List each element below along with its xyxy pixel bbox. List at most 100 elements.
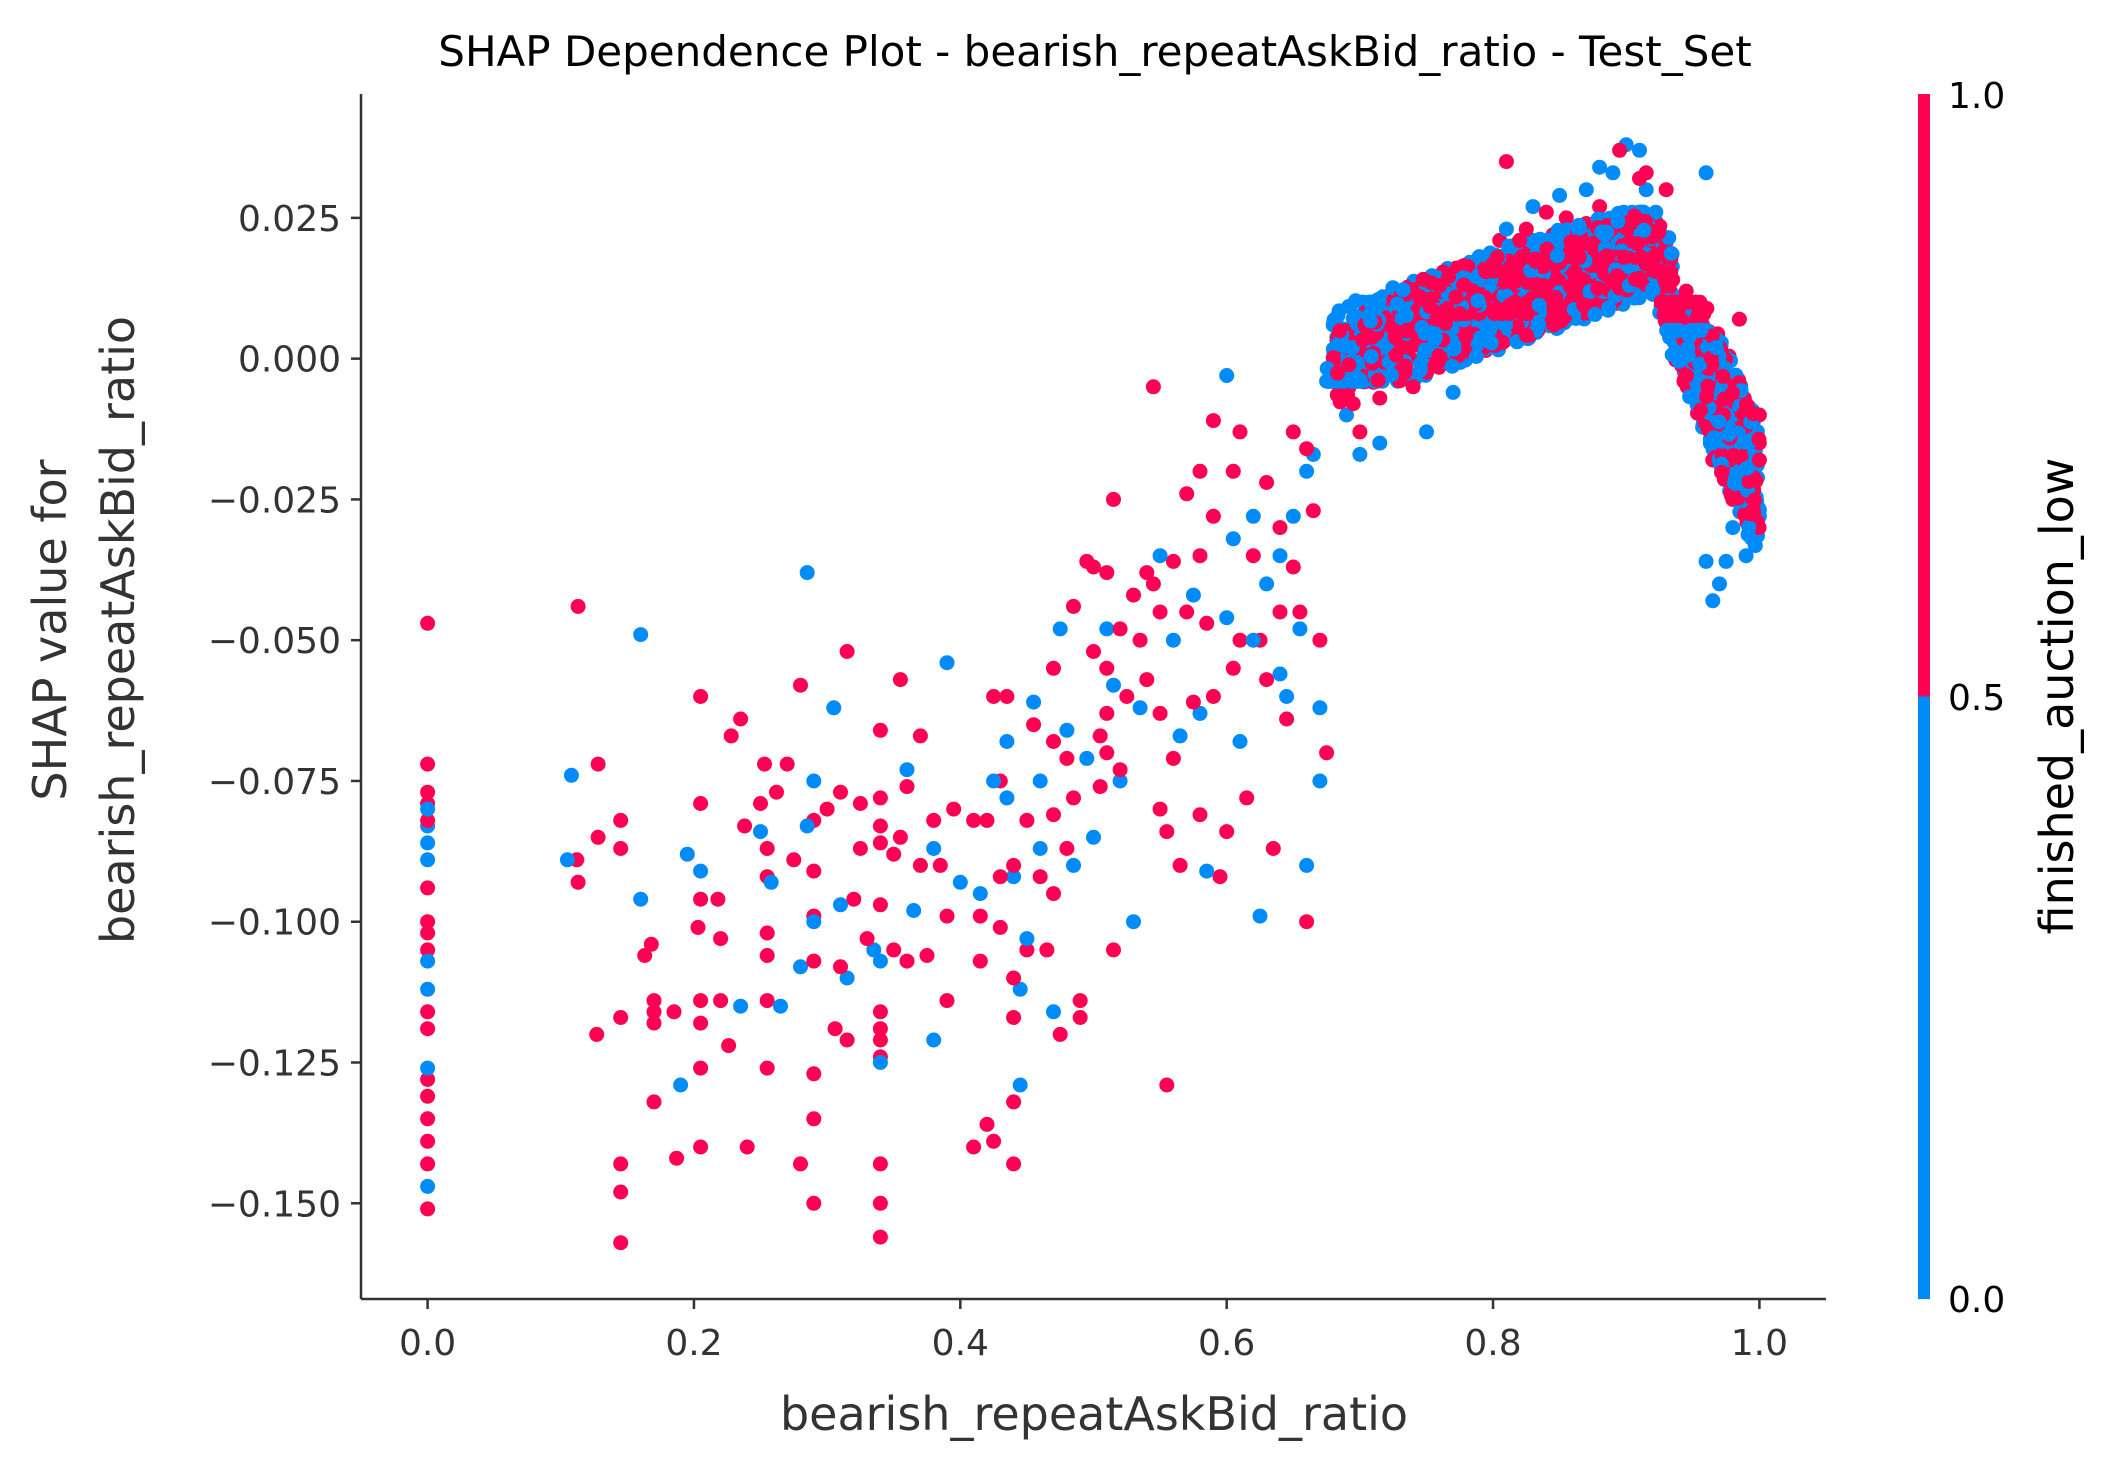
scatter-point — [613, 841, 629, 856]
scatter-point — [1245, 508, 1261, 524]
scatter-point — [1046, 807, 1061, 823]
scatter-point — [1319, 745, 1335, 761]
scatter-point — [1265, 841, 1281, 856]
scatter-point — [669, 1150, 685, 1166]
scatter-point — [1739, 460, 1755, 476]
scatter-point — [693, 689, 709, 704]
scatter-point — [1591, 258, 1607, 274]
y-tick-label: −0.025 — [208, 480, 341, 521]
scatter-point — [1339, 407, 1354, 423]
scatter-point — [420, 852, 436, 868]
scatter-point — [1547, 313, 1563, 329]
y-axis-ticks: 0.025 0.000 −0.025 −0.050 −0.075 −0.100 −0.125… — [208, 199, 361, 1225]
scatter-point — [806, 773, 822, 789]
scatter-point — [1119, 689, 1135, 704]
scatter-point — [693, 993, 709, 1009]
scatter-point — [1099, 705, 1115, 721]
scatter-point — [892, 829, 908, 845]
scatter-point — [1666, 294, 1682, 310]
scatter-point — [1259, 576, 1275, 592]
scatter-point — [757, 756, 772, 772]
scatter-point — [1531, 297, 1547, 313]
scatter-point — [420, 1201, 436, 1217]
scatter-point — [1232, 424, 1248, 440]
scatter-point — [1099, 660, 1115, 676]
scatter-point — [1519, 327, 1534, 343]
scatter-point — [1212, 869, 1228, 885]
scatter-point — [1006, 1156, 1022, 1172]
scatter-point — [1126, 914, 1141, 930]
scatter-point — [1372, 390, 1388, 406]
y-tick-label: −0.050 — [208, 621, 341, 662]
scatter-point — [1388, 347, 1404, 363]
scatter-point — [1145, 379, 1161, 395]
scatter-point — [1159, 824, 1175, 840]
scatter-point — [1205, 508, 1221, 524]
scatter-point — [1312, 700, 1328, 716]
scatter-point — [872, 790, 888, 806]
scatter-point — [759, 1060, 775, 1076]
scatter-point — [673, 1077, 689, 1093]
scatter-point — [1152, 548, 1168, 564]
scatter-point — [1499, 268, 1515, 284]
scatter-point — [1528, 254, 1544, 270]
scatter-point — [1026, 694, 1042, 710]
x-tick-label: 0.2 — [665, 1323, 722, 1364]
scatter-point — [1549, 248, 1565, 264]
scatter-point — [786, 852, 802, 868]
scatter-point — [1361, 307, 1377, 323]
scatter-point — [939, 655, 955, 671]
scatter-point — [1563, 234, 1579, 250]
scatter-point — [872, 722, 888, 738]
scatter-point — [1405, 379, 1421, 395]
scatter-point — [1658, 182, 1674, 198]
scatter-point — [1046, 886, 1061, 902]
scatter-point — [1592, 159, 1608, 175]
scatter-point — [1419, 424, 1434, 440]
scatter-point — [1684, 323, 1699, 338]
scatter-point — [1219, 824, 1235, 840]
y-axis-label-line1: SHAP value for — [23, 459, 77, 800]
scatter-point — [1738, 548, 1754, 564]
scatter-point — [1026, 717, 1042, 733]
scatter-point — [1512, 232, 1528, 248]
scatter-point — [1448, 289, 1464, 305]
y-axis-label-line2: bearish_repeatAskBid_ratio — [91, 316, 145, 944]
scatter-point — [420, 1060, 436, 1076]
scatter-point — [1725, 385, 1740, 401]
scatter-point — [753, 796, 768, 811]
scatter-point — [1330, 365, 1346, 381]
scatter-point — [872, 897, 888, 913]
x-tick-label: 1.0 — [1731, 1323, 1788, 1364]
scatter-point — [1458, 328, 1474, 344]
scatter-point — [1746, 492, 1762, 508]
scatter-point — [833, 784, 848, 800]
scatter-point — [1225, 531, 1241, 547]
scatter-point — [1272, 548, 1288, 564]
scatter-point — [872, 1004, 888, 1020]
scatter-point — [590, 829, 606, 845]
scatter-point — [1612, 142, 1628, 158]
scatter-point — [1219, 368, 1235, 383]
scatter-point — [1501, 306, 1517, 322]
scatter-point — [1538, 204, 1554, 220]
scatter-point — [1636, 222, 1652, 238]
scatter-point — [1126, 587, 1141, 603]
scatter-point — [1272, 520, 1288, 536]
scatter-point — [899, 779, 915, 795]
scatter-point — [1632, 171, 1647, 186]
scatter-point — [1165, 632, 1181, 648]
scatter-point — [1032, 869, 1048, 885]
scatter-point — [690, 919, 706, 935]
scatter-point — [1387, 329, 1403, 345]
scatter-point — [1046, 660, 1061, 676]
scatter-point — [1152, 604, 1168, 620]
scatter-point — [1714, 464, 1729, 480]
scatter-point — [1692, 356, 1708, 372]
scatter-point — [1152, 705, 1168, 721]
scatter-point — [939, 908, 955, 924]
scatter-point — [1605, 165, 1621, 181]
scatter-point — [1741, 474, 1757, 489]
scatter-point — [1452, 306, 1468, 322]
